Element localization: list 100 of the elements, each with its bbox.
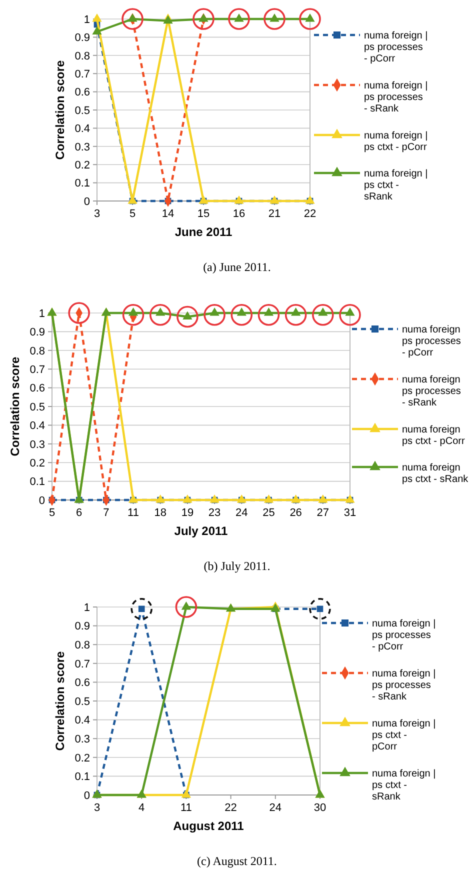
x-tick-label: 11: [128, 507, 139, 519]
y-tick-label: 0.2: [30, 457, 45, 470]
point: [309, 598, 331, 620]
point: [270, 195, 280, 204]
point: [176, 306, 198, 328]
point: [175, 596, 198, 618]
x-tick-label: 30: [314, 802, 326, 814]
point: [228, 8, 250, 30]
y-tick-label: 0.6: [74, 86, 90, 99]
point: [128, 494, 138, 503]
legend-label: numa foreign ps ctxt - pCorr: [402, 424, 466, 447]
y-tick-label: 0.4: [74, 714, 90, 727]
point: [181, 789, 192, 798]
x-tick-label: 5: [129, 208, 136, 220]
point: [234, 195, 244, 204]
point: [130, 598, 152, 620]
point: [284, 304, 307, 326]
point: [291, 494, 301, 503]
point: [264, 494, 274, 503]
y-tick-label: 0.3: [30, 438, 45, 451]
legend-label: numa foreign | ps ctxt - pCorr: [364, 130, 428, 153]
y-tick-label: 0.9: [74, 32, 90, 44]
y-tick-label: 0.9: [30, 326, 45, 339]
x-tick-label: 19: [181, 507, 194, 519]
point: [312, 304, 334, 326]
point: [92, 13, 102, 22]
legend-label: numa foreign | ps processes - pCorr: [364, 30, 428, 64]
point: [236, 494, 246, 503]
legend-label: numa foreign | ps ctxt - pCorr: [372, 718, 436, 752]
y-tick-label: 0.5: [74, 104, 90, 117]
y-tick-label: 0: [84, 790, 90, 802]
x-tick-label: 3: [94, 802, 100, 814]
y-tick-label: 0.7: [74, 68, 90, 80]
point: [149, 304, 172, 326]
x-axis-title: July 2011: [174, 524, 228, 538]
y-tick-label: 0.1: [30, 476, 45, 488]
point: [339, 304, 361, 326]
x-tick-label: 31: [344, 507, 356, 519]
point: [318, 494, 328, 503]
text: (b) July 2011.: [204, 559, 270, 573]
y-axis-title: Correlation score: [8, 356, 22, 456]
point: [299, 8, 321, 30]
x-tick-label: 18: [154, 507, 166, 519]
y-axis-title: Correlation score: [53, 651, 67, 751]
y-tick-label: 0.8: [74, 50, 90, 62]
text: (a) June 2011.: [203, 260, 271, 274]
y-tick-label: 0.7: [74, 658, 90, 670]
y-tick-label: 0.5: [30, 401, 45, 414]
x-tick-label: 7: [103, 507, 110, 519]
y-tick-label: 0.3: [74, 141, 90, 154]
point: [305, 195, 315, 204]
x-tick-label: 22: [224, 802, 237, 814]
y-tick-label: 1: [84, 14, 90, 26]
point: [258, 304, 280, 326]
legend-label: numa foreign ps processes - sRank: [402, 374, 461, 408]
x-tick-label: 27: [316, 507, 330, 519]
x-tick-label: 3: [94, 208, 100, 220]
y-tick-label: 0: [38, 494, 45, 507]
point: [210, 494, 220, 503]
y-tick-label: 1: [38, 308, 45, 320]
x-tick-label: 23: [208, 507, 221, 519]
x-tick-label: 15: [197, 208, 210, 220]
x-tick-label: 21: [268, 208, 281, 220]
x-tick-label: 26: [290, 507, 302, 519]
x-tick-label: 4: [138, 802, 145, 814]
text: (c) August 2011.: [197, 854, 277, 868]
y-tick-label: 1: [84, 602, 90, 614]
x-tick-label: 22: [304, 208, 316, 220]
point: [68, 302, 90, 324]
x-tick-label: 25: [262, 507, 275, 519]
y-tick-label: 0.7: [30, 364, 45, 376]
y-tick-label: 0.2: [74, 752, 90, 764]
y-axis-title: Correlation score: [53, 60, 67, 160]
x-tick-label: 14: [162, 208, 174, 220]
legend-label: numa foreign ps processes - pCorr: [402, 324, 461, 358]
legend-label: numa foreign ps ctxt - sRank: [402, 462, 470, 485]
point: [156, 494, 166, 503]
x-tick-label: 5: [48, 507, 56, 519]
x-tick-label: 24: [269, 802, 282, 814]
y-tick-label: 0.8: [74, 639, 90, 652]
point: [204, 304, 226, 326]
y-tick-label: 0.4: [30, 420, 45, 432]
point: [92, 26, 102, 35]
point: [192, 8, 214, 30]
legend-label: numa foreign | ps processes - pCorr: [372, 618, 436, 652]
legend-label: numa foreign | ps ctxt - sRank: [372, 768, 436, 802]
y-tick-label: 0.1: [74, 771, 90, 784]
y-tick-label: 0: [84, 196, 90, 208]
point: [122, 8, 144, 30]
y-tick-label: 0.6: [30, 382, 45, 395]
y-tick-label: 0.1: [74, 178, 90, 190]
x-axis-title: August 2011: [173, 819, 244, 833]
x-tick-label: 6: [76, 507, 82, 519]
point: [182, 494, 192, 503]
point: [345, 494, 355, 503]
point: [264, 8, 286, 30]
y-tick-label: 0.4: [74, 123, 90, 136]
y-tick-label: 0.6: [74, 677, 90, 690]
x-tick-label: 16: [232, 208, 246, 220]
point: [198, 195, 208, 204]
